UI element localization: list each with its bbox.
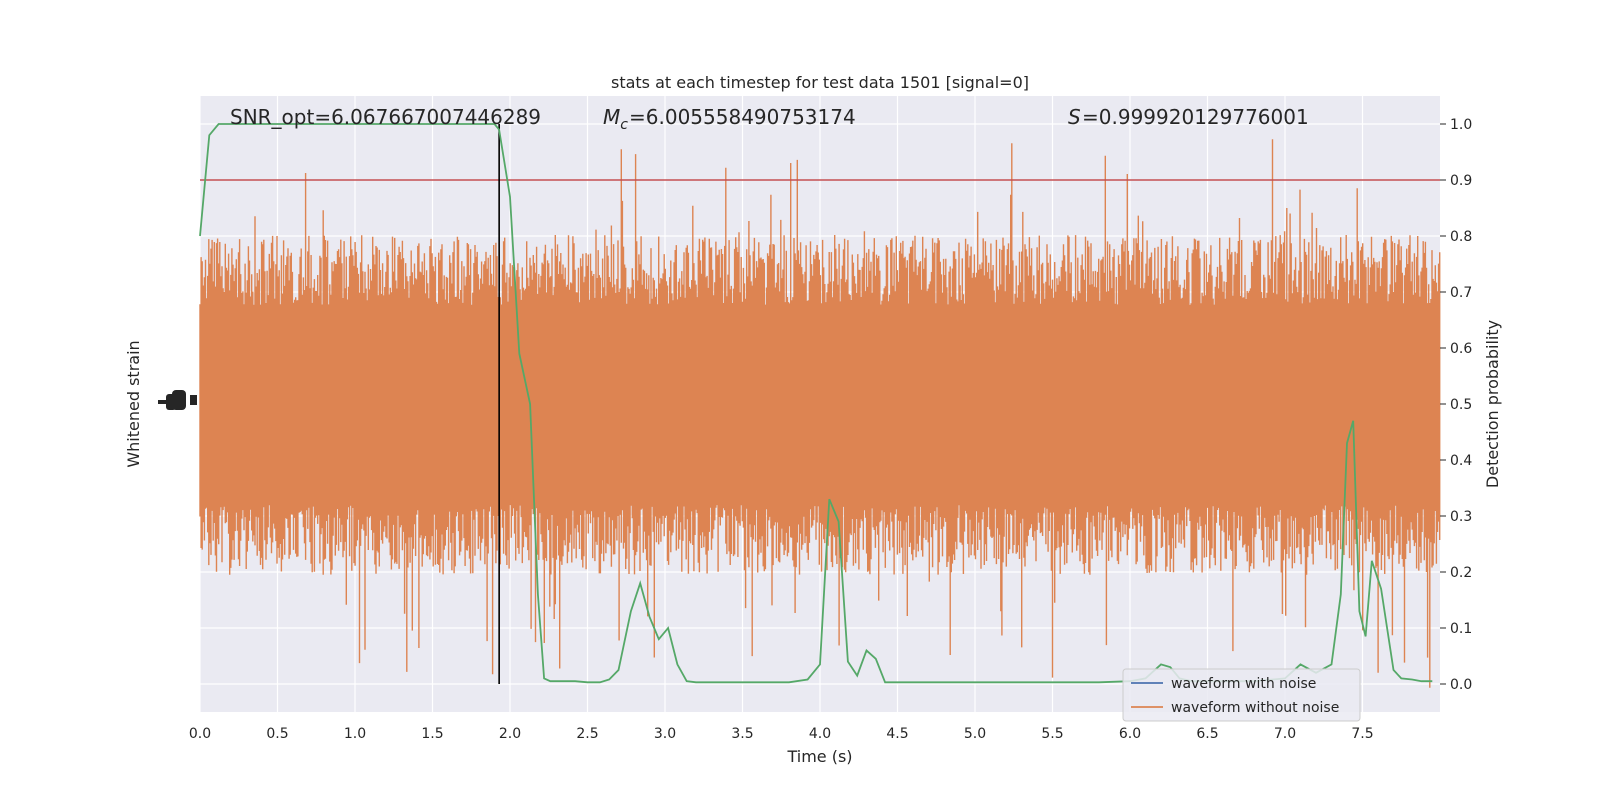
x-tick-label: 2.0 <box>499 726 521 742</box>
right-y-axis-label: Detection probability <box>1483 320 1502 488</box>
strain-series <box>199 139 1441 688</box>
y-tick-label: 0.7 <box>1450 285 1472 301</box>
y-tick-label: 0.3 <box>1450 509 1472 525</box>
x-tick-label: 4.0 <box>809 726 831 742</box>
y-tick-label: 0.6 <box>1450 341 1472 357</box>
legend: waveform with noise waveform without noi… <box>1122 668 1361 722</box>
x-axis-ticks: 0.0 0.5 1.0 1.5 2.0 2.5 3.0 3.5 4.0 4.5 5.0 5.5 6.0 6… <box>189 726 1374 742</box>
svg-text:=0.999920129776001: =0.999920129776001 <box>1082 105 1309 129</box>
x-tick-label: 6.5 <box>1196 726 1218 742</box>
right-y-axis-ticks: 0.0 0.1 0.2 0.3 0.4 0.5 0.6 0.7 0.8 0.9 1.0 <box>1440 117 1472 693</box>
x-tick-label: 6.0 <box>1119 726 1141 742</box>
x-tick-label: 5.0 <box>964 726 986 742</box>
snr-annotation: SNR_opt=6.067667007446289 <box>230 105 541 129</box>
y-tick-label: 0.0 <box>1450 677 1472 693</box>
legend-label-noise: waveform with noise <box>1171 676 1316 692</box>
x-tick-label: 0.5 <box>266 726 288 742</box>
y-tick-label: 0.9 <box>1450 173 1472 189</box>
strain-noise-core <box>200 310 1440 500</box>
x-tick-label: 3.0 <box>654 726 676 742</box>
x-tick-label: 1.0 <box>344 726 366 742</box>
y-tick-label: 0.2 <box>1450 565 1472 581</box>
x-tick-label: 1.5 <box>421 726 443 742</box>
chirp-mass-annotation: Mc =6.005558490753174 <box>603 105 856 133</box>
y-tick-label: 0.1 <box>1450 621 1472 637</box>
x-axis-label: Time (s) <box>786 747 852 766</box>
legend-box <box>1122 668 1361 722</box>
x-tick-label: 3.5 <box>731 726 753 742</box>
x-tick-label: 2.5 <box>576 726 598 742</box>
y-tick-label: 0.4 <box>1450 453 1472 469</box>
x-tick-label: 7.5 <box>1351 726 1373 742</box>
chart-title: stats at each timestep for test data 150… <box>611 73 1029 92</box>
y-tick-label: 0.8 <box>1450 229 1472 245</box>
left-y-axis-label: Whitened strain <box>124 340 143 467</box>
y-tick-label: 0.5 <box>1450 397 1472 413</box>
left-y-axis-ticks <box>158 390 197 410</box>
s-annotation: S =0.999920129776001 <box>1068 105 1309 129</box>
x-tick-label: 4.5 <box>886 726 908 742</box>
x-tick-label: 7.0 <box>1274 726 1296 742</box>
svg-text:S: S <box>1068 105 1081 129</box>
x-tick-label: 5.5 <box>1041 726 1063 742</box>
svg-text:=6.005558490753174: =6.005558490753174 <box>629 105 856 129</box>
y-tick-label: 1.0 <box>1450 117 1472 133</box>
legend-label-clean: waveform without noise <box>1171 700 1339 716</box>
x-tick-label: 0.0 <box>189 726 211 742</box>
